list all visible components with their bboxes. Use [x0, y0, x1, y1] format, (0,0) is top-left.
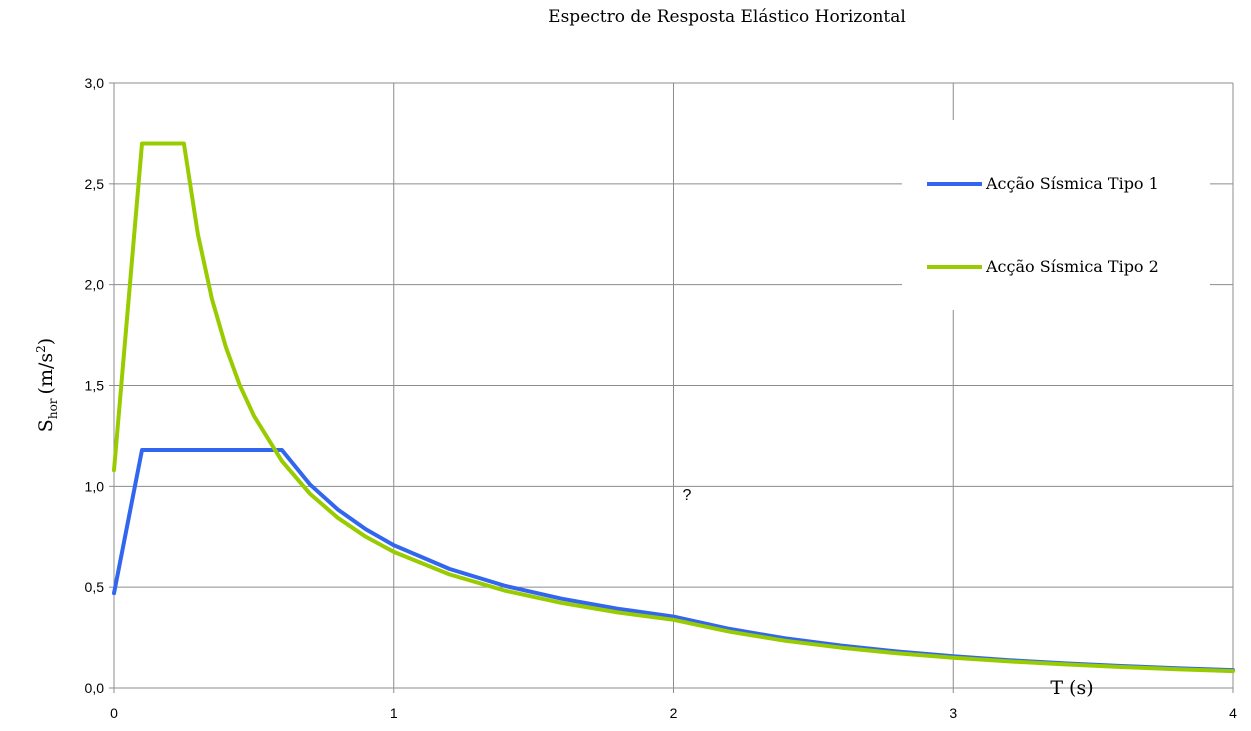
y-axis-label-unit-post: ) [35, 338, 57, 345]
legend-label-2: Acção Sísmica Tipo 2 [985, 257, 1159, 276]
x-tick-label-2: 2 [670, 705, 678, 721]
series-2-line [112, 141, 1235, 674]
x-tick-label-1: 1 [390, 705, 398, 721]
x-axis-label: T (s) [1050, 677, 1093, 699]
y-tick-label-5: 2,5 [85, 176, 105, 192]
y-tick-label-1: 0,5 [85, 579, 105, 595]
y-tick-label-6: 3,0 [85, 75, 105, 91]
x-tick-label-4: 4 [1229, 705, 1237, 721]
y-tick-label-3: 1,5 [85, 378, 105, 394]
y-tick-label-2: 1,0 [85, 478, 105, 494]
grid [114, 82, 1234, 688]
series-2 [112, 141, 1235, 674]
y-axis-label-unit-pre: (m/s [35, 353, 57, 395]
legend-label-1: Acção Sísmica Tipo 1 [985, 174, 1159, 193]
series-layer [112, 141, 1235, 674]
y-axis-label: Shor (m/s2) [34, 338, 60, 432]
y-tick-labels: 0,0 0,5 1,0 1,5 2,0 2,5 3,0 [85, 75, 105, 696]
y-axis-label-sub: hor [46, 398, 60, 419]
x-tick-label-0: 0 [110, 705, 118, 721]
x-tick-label-3: 3 [949, 705, 957, 721]
y-axis-label-sup: 2 [34, 345, 48, 353]
annotation-marker: ? [683, 487, 692, 504]
legend-box [902, 120, 1210, 310]
y-tick-label-4: 2,0 [85, 277, 105, 293]
chart-title: Espectro de Resposta Elástico Horizontal [548, 7, 906, 27]
x-tick-labels: 0 1 2 3 4 [110, 705, 1237, 721]
y-tick-label-0: 0,0 [85, 680, 105, 696]
y-axis-label-base: S [35, 419, 57, 432]
legend: Acção Sísmica Tipo 1 Acção Sísmica Tipo 2 [902, 120, 1210, 310]
